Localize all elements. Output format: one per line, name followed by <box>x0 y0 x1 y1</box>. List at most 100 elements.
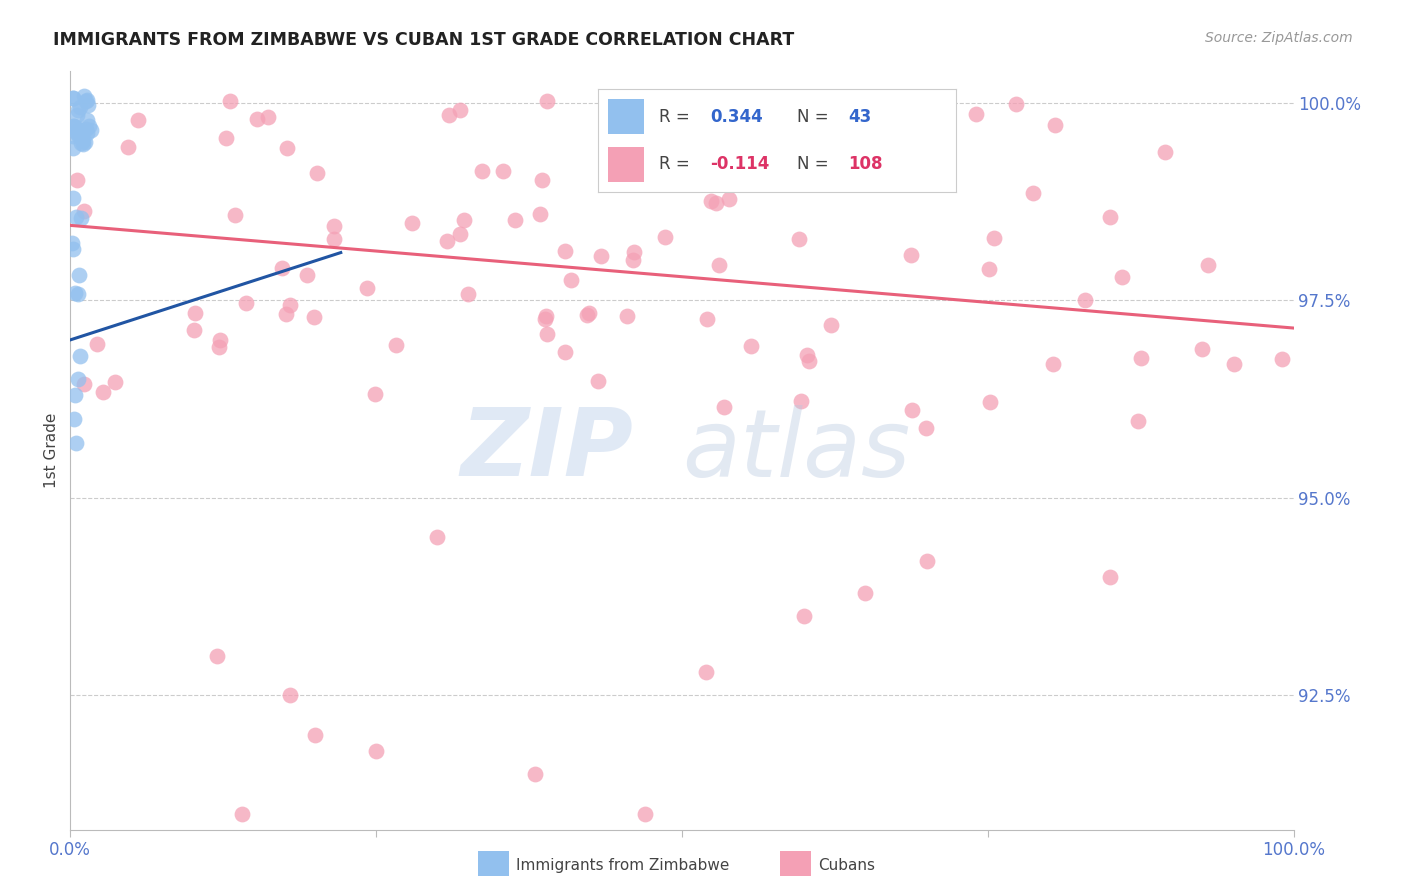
Text: IMMIGRANTS FROM ZIMBABWE VS CUBAN 1ST GRADE CORRELATION CHART: IMMIGRANTS FROM ZIMBABWE VS CUBAN 1ST GR… <box>53 31 794 49</box>
Point <box>69 129 91 144</box>
Point <box>453 213 475 227</box>
Point <box>66 173 89 187</box>
Point <box>536 326 558 341</box>
Point <box>62 191 84 205</box>
Point <box>63 285 86 300</box>
Point <box>235 296 257 310</box>
Point <box>609 175 631 189</box>
Point <box>1197 258 1219 272</box>
Point <box>534 311 557 326</box>
Point <box>63 120 86 134</box>
Point <box>63 412 86 426</box>
Point <box>63 388 86 402</box>
Point <box>901 403 924 417</box>
Point <box>623 244 645 259</box>
Point <box>231 806 253 821</box>
Point <box>77 98 100 112</box>
Point <box>1098 211 1121 225</box>
Point <box>62 141 84 155</box>
Point <box>60 235 83 250</box>
Point <box>979 395 1001 409</box>
Point <box>69 124 91 138</box>
Point <box>654 230 676 244</box>
Point <box>576 308 599 322</box>
Point <box>75 122 97 136</box>
Point <box>274 307 297 321</box>
Point <box>62 128 84 143</box>
Point <box>117 140 139 154</box>
Point <box>66 372 89 386</box>
Point <box>1153 145 1175 159</box>
Text: 108: 108 <box>849 155 883 173</box>
Point <box>560 273 582 287</box>
Point <box>401 217 423 231</box>
Point <box>1043 119 1066 133</box>
Point <box>356 281 378 295</box>
Point <box>524 767 547 781</box>
Point <box>70 136 93 151</box>
Point <box>208 334 231 348</box>
Point <box>63 119 86 133</box>
Text: Source: ZipAtlas.com: Source: ZipAtlas.com <box>1205 31 1353 45</box>
Point <box>704 196 727 211</box>
Point <box>740 339 762 353</box>
Point <box>900 248 922 262</box>
Point <box>704 153 727 168</box>
Point <box>219 94 242 108</box>
Point <box>65 108 87 122</box>
Point <box>66 126 89 140</box>
Text: -0.114: -0.114 <box>710 155 770 173</box>
Point <box>449 227 471 241</box>
Text: ZIP: ZIP <box>460 404 633 497</box>
Point <box>302 310 325 324</box>
Point <box>717 192 740 206</box>
Point <box>86 336 108 351</box>
Point <box>1042 357 1064 371</box>
Text: 0.344: 0.344 <box>710 108 763 126</box>
Point <box>304 728 326 742</box>
Point <box>104 375 127 389</box>
Point <box>73 89 96 103</box>
Text: Immigrants from Zimbabwe: Immigrants from Zimbabwe <box>516 858 730 872</box>
Point <box>914 420 936 434</box>
Point <box>295 268 318 282</box>
Text: R =: R = <box>658 155 695 173</box>
Point <box>73 135 96 149</box>
Point <box>1128 414 1150 428</box>
Point <box>69 100 91 114</box>
Point <box>127 113 149 128</box>
Point <box>915 554 938 568</box>
Text: atlas: atlas <box>682 405 910 496</box>
Point <box>72 137 94 152</box>
Point <box>65 435 87 450</box>
Point <box>276 141 298 155</box>
Point <box>364 386 387 401</box>
Point <box>979 262 1001 277</box>
Point <box>707 258 730 272</box>
Point <box>696 312 718 326</box>
Bar <box>609 146 644 181</box>
Point <box>621 252 644 267</box>
Point <box>436 234 458 248</box>
Point <box>76 93 98 107</box>
Point <box>62 242 84 256</box>
Point <box>76 126 98 140</box>
Point <box>1111 270 1133 285</box>
Point <box>62 91 84 105</box>
Text: N =: N = <box>797 155 834 173</box>
Point <box>536 95 558 109</box>
Point <box>1130 351 1153 365</box>
Point <box>69 268 91 283</box>
Point <box>471 164 494 178</box>
Point <box>554 244 576 259</box>
Point <box>1271 352 1294 367</box>
Point <box>1191 342 1213 356</box>
Point <box>505 212 527 227</box>
Point <box>534 310 557 324</box>
Point <box>793 609 815 624</box>
Point <box>79 123 101 137</box>
Point <box>183 323 205 337</box>
Point <box>69 349 91 363</box>
Y-axis label: 1st Grade: 1st Grade <box>44 413 59 488</box>
Point <box>531 173 554 187</box>
